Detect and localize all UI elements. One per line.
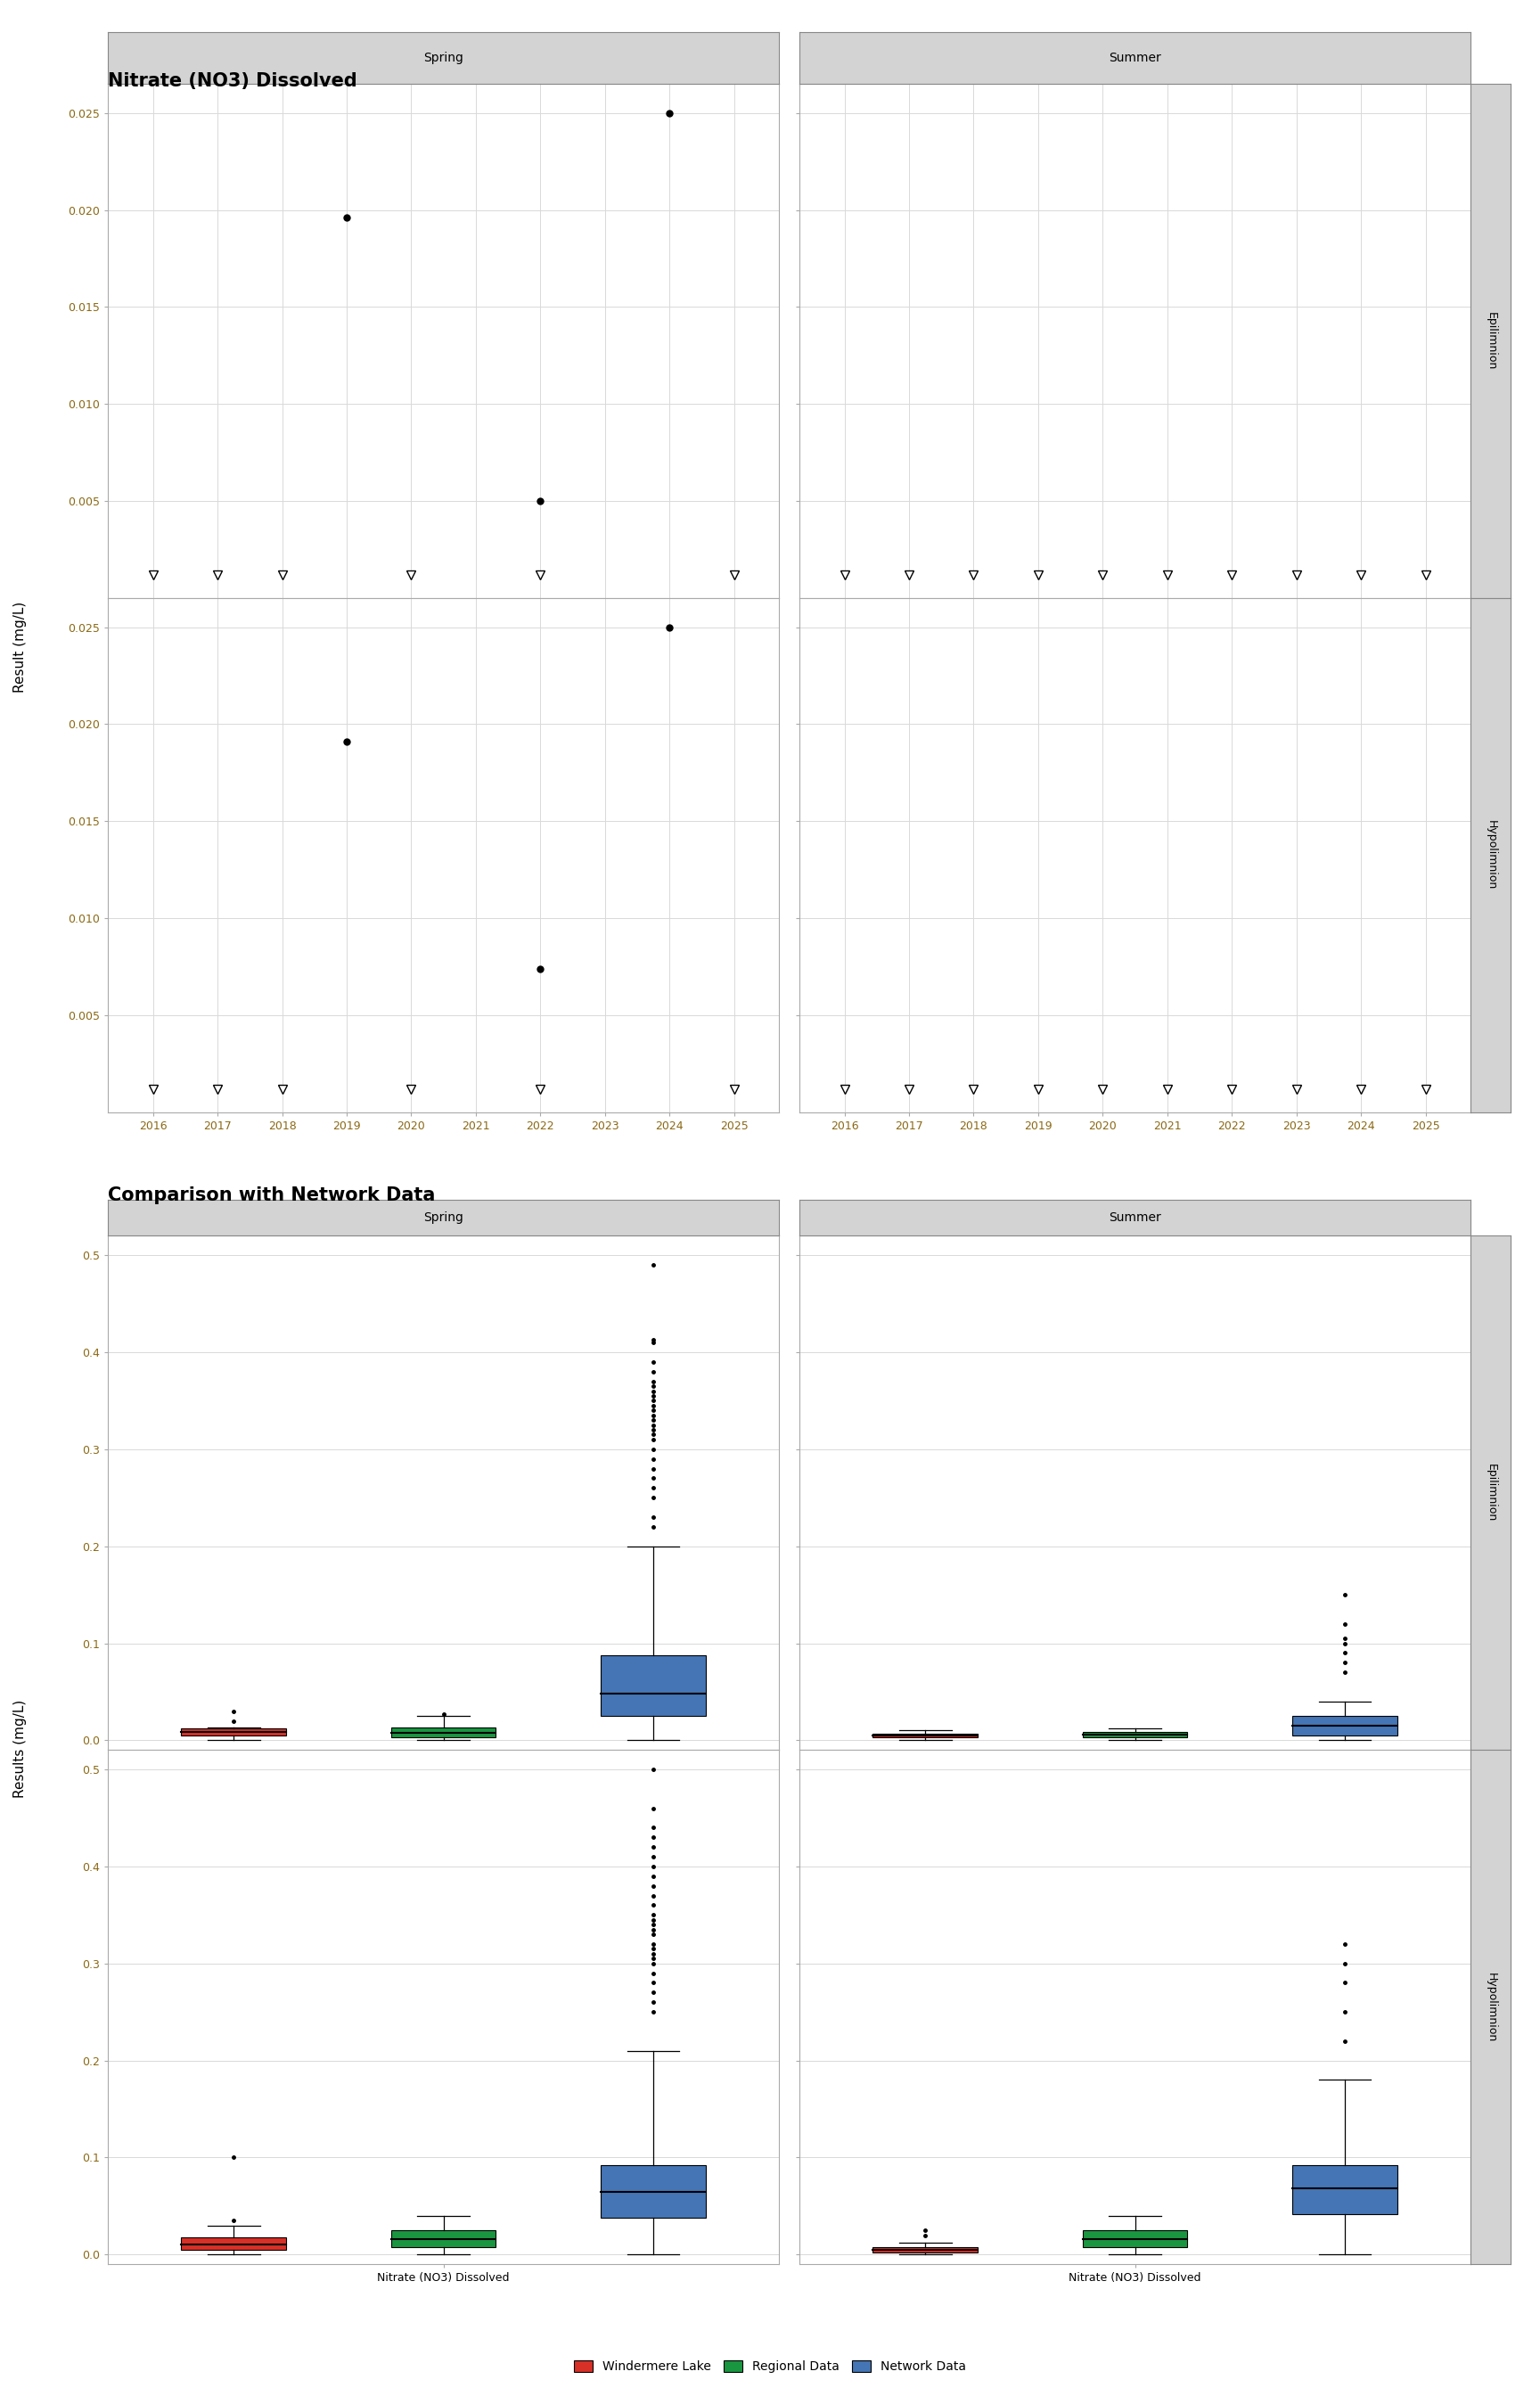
Bar [601, 1656, 705, 1716]
Bar [1083, 1732, 1187, 1737]
Text: Results (mg/L): Results (mg/L) [14, 1699, 26, 1799]
Text: Nitrate (NO3) Dissolved: Nitrate (NO3) Dissolved [108, 72, 357, 89]
Bar [391, 2231, 496, 2247]
Bar [182, 2238, 286, 2250]
Bar [873, 1732, 978, 1737]
Bar [182, 1728, 286, 1735]
Bar [391, 1728, 496, 1737]
Bar [1292, 1716, 1397, 1735]
Bar [601, 2166, 705, 2219]
Bar [1083, 2231, 1187, 2247]
Bar [1292, 2166, 1397, 2214]
Text: Result (mg/L): Result (mg/L) [14, 601, 26, 692]
Text: Comparison with Network Data: Comparison with Network Data [108, 1186, 436, 1203]
Bar [873, 2247, 978, 2252]
Legend: Windermere Lake, Regional Data, Network Data: Windermere Lake, Regional Data, Network … [570, 2355, 970, 2377]
